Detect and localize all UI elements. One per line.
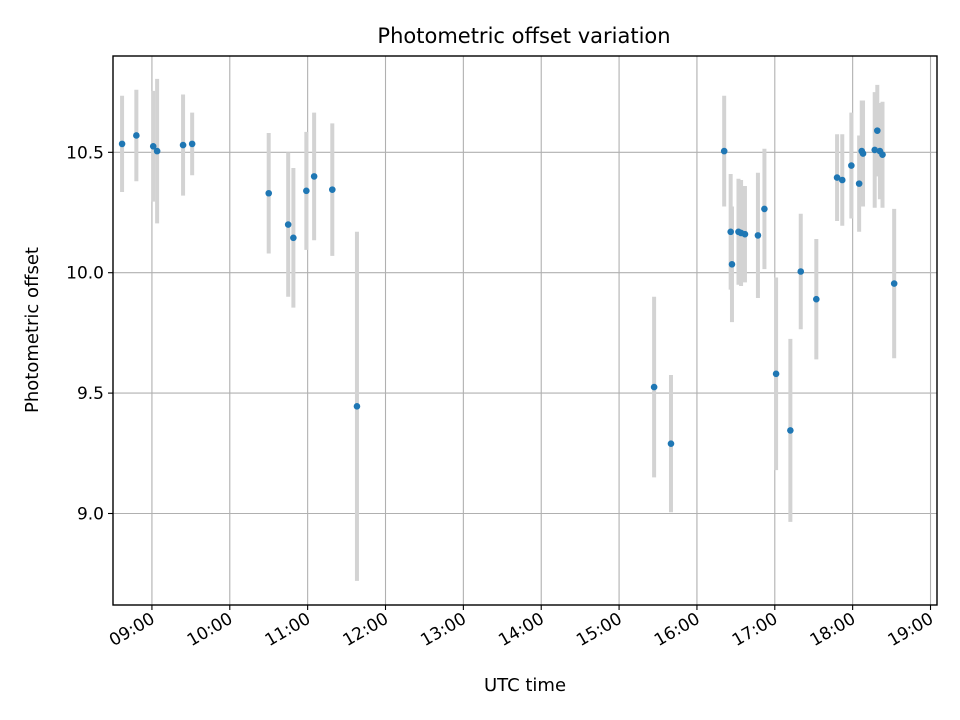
x-axis-label: UTC time xyxy=(484,675,566,696)
data-point xyxy=(859,150,867,157)
data-points xyxy=(118,127,898,447)
data-point xyxy=(133,132,140,139)
y-axis-label: Photometric offset xyxy=(22,247,43,413)
data-point xyxy=(353,403,361,410)
data-point xyxy=(848,162,855,169)
y-tick-label: 10.0 xyxy=(66,264,104,284)
plot-frame xyxy=(112,55,938,606)
data-point xyxy=(890,280,898,287)
data-point xyxy=(879,151,886,159)
y-tick-label: 9.5 xyxy=(77,384,104,404)
data-point xyxy=(838,176,846,184)
data-point xyxy=(650,383,658,391)
data-point xyxy=(787,427,794,434)
data-point xyxy=(797,268,805,275)
data-point xyxy=(265,189,273,197)
data-point xyxy=(754,232,762,239)
data-point xyxy=(833,174,841,181)
data-point xyxy=(153,147,161,155)
data-point xyxy=(813,295,820,303)
data-point xyxy=(329,186,336,193)
data-point xyxy=(855,180,863,187)
data-point xyxy=(188,140,196,148)
data-point xyxy=(727,228,734,236)
data-point xyxy=(284,221,292,228)
data-point xyxy=(149,142,157,150)
data-point xyxy=(761,205,768,213)
chart-title: Photometric offset variation xyxy=(377,24,670,48)
y-tick-label: 9.0 xyxy=(77,505,104,525)
data-point xyxy=(871,146,879,154)
data-point xyxy=(290,234,297,242)
data-point xyxy=(303,187,310,195)
data-point xyxy=(728,260,736,268)
data-point xyxy=(310,173,318,180)
data-point xyxy=(720,147,728,155)
data-point xyxy=(741,230,749,238)
data-point xyxy=(179,141,187,149)
data-point xyxy=(772,370,780,378)
y-tick-label: 10.5 xyxy=(66,143,104,163)
data-point xyxy=(874,127,881,134)
data-point xyxy=(118,140,126,148)
data-point xyxy=(667,440,675,447)
